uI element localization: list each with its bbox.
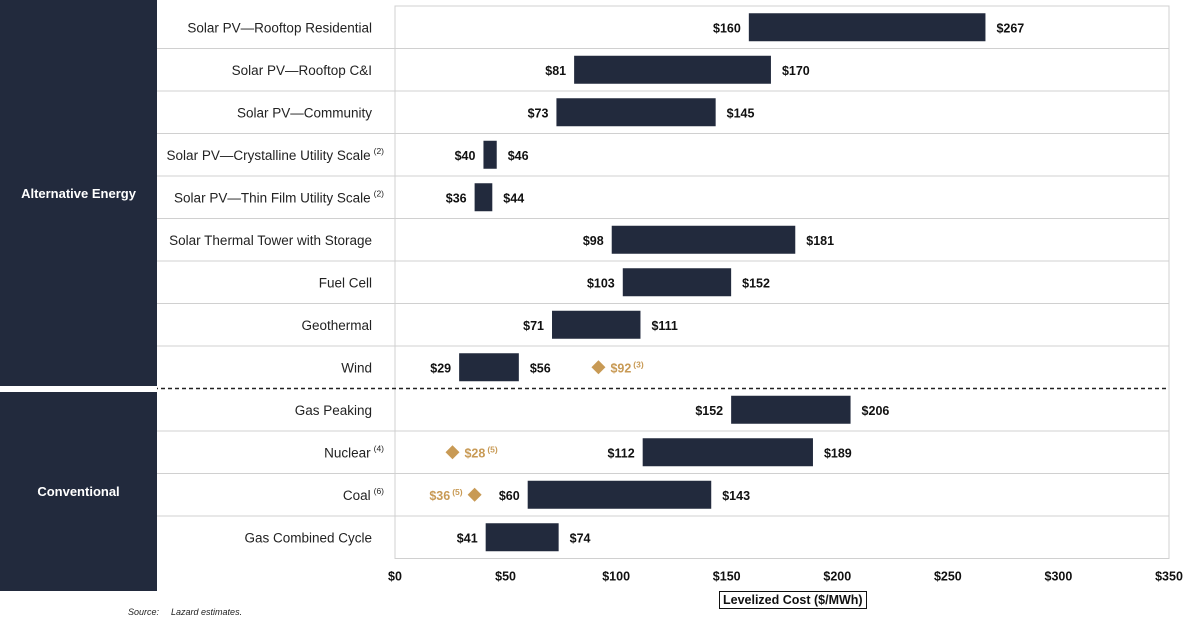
range-bar: [731, 395, 851, 424]
high-value-label: $44: [503, 191, 524, 205]
marker-diamond: [467, 487, 482, 502]
category-label: Solar Thermal Tower with Storage: [169, 233, 372, 248]
category-label: Gas Peaking: [295, 403, 372, 418]
range-bar: [622, 268, 732, 297]
group-label-alternative-energy: Alternative Energy: [0, 0, 157, 387]
high-value-label: $206: [862, 404, 890, 418]
low-value-label: $29: [430, 361, 451, 375]
low-value-label: $36: [446, 191, 467, 205]
low-value-label: $71: [523, 319, 544, 333]
low-value-label: $98: [583, 234, 604, 248]
low-value-label: $60: [499, 489, 520, 503]
x-tick-label: $350: [1155, 570, 1183, 584]
range-bar: [483, 140, 497, 169]
source-label: Source:: [128, 607, 160, 617]
low-value-label: $152: [695, 404, 723, 418]
marker-value-label: $36 (5): [429, 487, 462, 503]
range-bar: [552, 310, 641, 339]
x-tick-label: $200: [823, 570, 851, 584]
category-label: Coal (6): [343, 486, 384, 503]
group-label-conventional: Conventional: [0, 392, 157, 591]
x-tick-label: $100: [602, 570, 630, 584]
category-label: Solar PV—Rooftop Residential: [187, 20, 372, 35]
low-value-label: $160: [713, 21, 741, 35]
high-value-label: $111: [651, 319, 677, 333]
high-value-label: $170: [782, 64, 810, 78]
low-value-label: $112: [608, 446, 635, 460]
high-value-label: $46: [508, 149, 529, 163]
range-bar: [485, 523, 559, 552]
x-tick-label: $50: [495, 570, 516, 584]
range-bar: [611, 225, 796, 254]
source-text: Lazard estimates.: [171, 607, 243, 617]
high-value-label: $145: [727, 106, 755, 120]
category-label: Wind: [341, 360, 372, 375]
marker-value-label: $92 (3): [610, 359, 643, 375]
x-tick-label: $0: [388, 570, 402, 584]
x-tick-label: $250: [934, 570, 962, 584]
low-value-label: $40: [455, 149, 476, 163]
range-bar: [748, 13, 986, 42]
marker-value-label: $28 (5): [464, 444, 497, 460]
low-value-label: $41: [457, 531, 478, 545]
range-bar: [574, 55, 771, 84]
marker-diamond: [591, 360, 606, 375]
high-value-label: $74: [570, 531, 591, 545]
high-value-label: $267: [996, 21, 1024, 35]
category-label: Gas Combined Cycle: [244, 530, 372, 545]
category-label: Solar PV—Community: [237, 105, 372, 120]
high-value-label: $181: [806, 234, 834, 248]
high-value-label: $143: [722, 489, 750, 503]
source-footnote: Source: Lazard estimates.: [128, 607, 254, 617]
high-value-label: $189: [824, 446, 852, 460]
category-label: Solar PV—Crystalline Utility Scale (2): [167, 146, 385, 163]
category-label: Nuclear (4): [324, 443, 384, 460]
category-label: Solar PV—Rooftop C&I: [232, 63, 372, 78]
range-bar: [527, 480, 712, 509]
marker-diamond: [445, 445, 460, 460]
range-bar: [642, 438, 813, 467]
range-bar: [459, 353, 519, 382]
low-value-label: $81: [545, 64, 566, 78]
x-tick-label: $150: [713, 570, 741, 584]
range-bar: [474, 183, 493, 212]
high-value-label: $56: [530, 361, 551, 375]
range-bar: [556, 98, 716, 127]
category-label: Fuel Cell: [319, 275, 372, 290]
category-label: Solar PV—Thin Film Utility Scale (2): [174, 188, 384, 205]
category-label: Geothermal: [301, 318, 372, 333]
x-axis-title: Levelized Cost ($/MWh): [719, 591, 867, 609]
low-value-label: $103: [587, 276, 615, 290]
x-tick-label: $300: [1045, 570, 1073, 584]
plot-frame: [394, 5, 1170, 559]
high-value-label: $152: [742, 276, 770, 290]
low-value-label: $73: [528, 106, 549, 120]
